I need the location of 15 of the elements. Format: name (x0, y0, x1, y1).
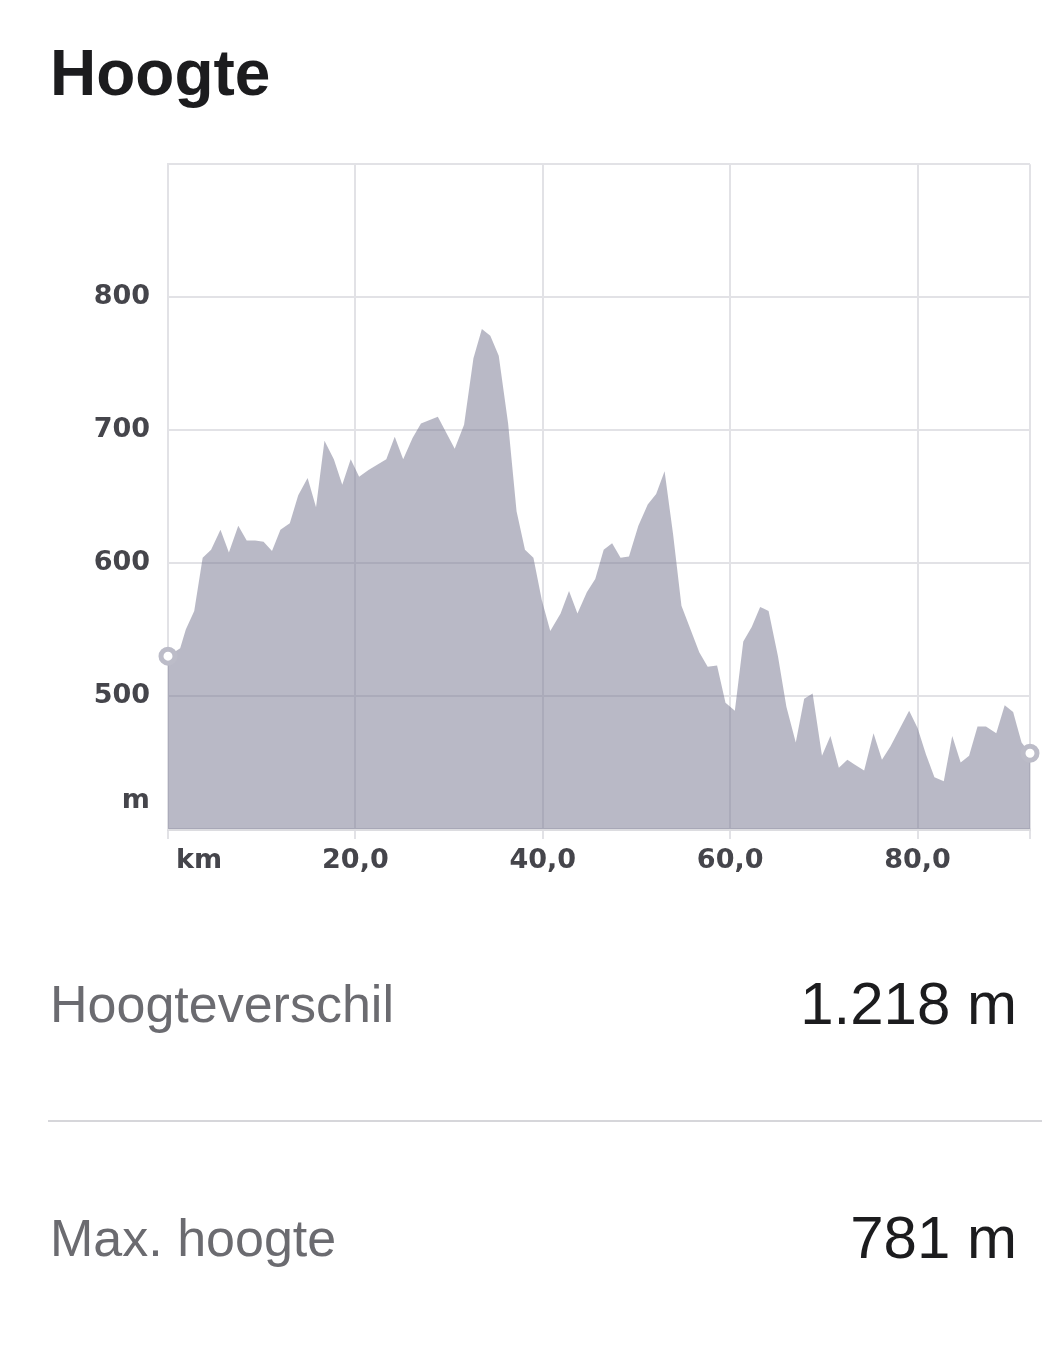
chart-title: Hoogte (50, 37, 271, 109)
y-axis-title: m (121, 783, 150, 815)
y-tick-label: 800 (93, 279, 150, 311)
x-tick-label: 60,0 (696, 843, 764, 875)
text: Hoogteverschil (50, 974, 394, 1034)
y-tick-label: 600 (93, 545, 150, 577)
x-axis-title: km (176, 843, 223, 875)
text: Max. hoogte (50, 1208, 337, 1268)
x-tick-label: 80,0 (884, 843, 951, 875)
x-tick-label: 40,0 (509, 843, 577, 875)
text: 1.218 m (800, 969, 1017, 1039)
text: 781 m (850, 1203, 1017, 1273)
y-tick-label: 700 (93, 412, 150, 444)
x-tick-label: 20,0 (322, 843, 389, 875)
y-tick-label: 500 (93, 678, 150, 710)
